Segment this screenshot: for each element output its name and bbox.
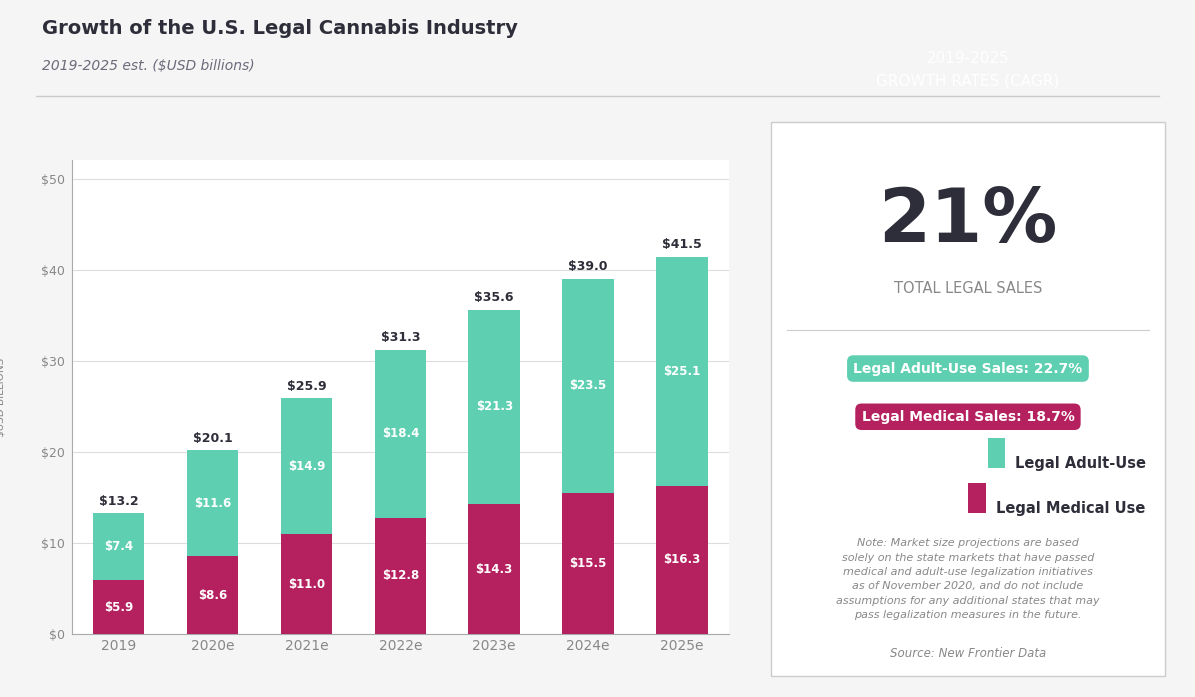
Text: $7.4: $7.4: [104, 540, 133, 553]
Text: $15.5: $15.5: [570, 557, 607, 570]
Text: $11.6: $11.6: [194, 496, 231, 510]
Text: 21%: 21%: [878, 185, 1058, 258]
Text: Legal Medical Use: Legal Medical Use: [995, 500, 1145, 516]
Y-axis label: $USD BILLIONS: $USD BILLIONS: [0, 358, 6, 437]
Bar: [656, 257, 707, 486]
Text: $20.1: $20.1: [192, 431, 232, 445]
Text: $25.9: $25.9: [287, 380, 326, 392]
Text: $41.5: $41.5: [662, 238, 701, 252]
Bar: [186, 450, 238, 556]
Bar: [987, 438, 1005, 468]
Text: $5.9: $5.9: [104, 601, 134, 614]
Bar: [93, 513, 145, 581]
Text: $16.3: $16.3: [663, 553, 700, 567]
Text: $31.3: $31.3: [380, 332, 421, 344]
FancyBboxPatch shape: [771, 122, 1165, 676]
Bar: [186, 556, 238, 634]
Text: 2019-2025
GROWTH RATES (CAGR): 2019-2025 GROWTH RATES (CAGR): [876, 51, 1060, 88]
Bar: [374, 518, 427, 634]
Text: $13.2: $13.2: [99, 495, 139, 507]
Text: $14.9: $14.9: [288, 459, 325, 473]
Text: Legal Medical Sales: 18.7%: Legal Medical Sales: 18.7%: [862, 410, 1074, 424]
Bar: [281, 534, 332, 634]
Text: $8.6: $8.6: [198, 588, 227, 602]
Text: 2019-2025 est. ($USD billions): 2019-2025 est. ($USD billions): [42, 59, 255, 73]
Text: $23.5: $23.5: [570, 379, 607, 392]
Bar: [968, 483, 986, 512]
Text: $25.1: $25.1: [663, 365, 700, 378]
Text: $39.0: $39.0: [569, 261, 608, 273]
Text: $21.3: $21.3: [476, 400, 513, 413]
Text: Legal Adult-Use: Legal Adult-Use: [1016, 457, 1146, 471]
Text: TOTAL LEGAL SALES: TOTAL LEGAL SALES: [894, 281, 1042, 296]
Bar: [656, 486, 707, 634]
Bar: [374, 350, 427, 518]
Text: $12.8: $12.8: [381, 569, 419, 583]
Text: Source: New Frontier Data: Source: New Frontier Data: [890, 648, 1046, 661]
Text: Growth of the U.S. Legal Cannabis Industry: Growth of the U.S. Legal Cannabis Indust…: [42, 20, 517, 38]
Text: $11.0: $11.0: [288, 578, 325, 590]
Text: $35.6: $35.6: [474, 291, 514, 305]
Bar: [93, 581, 145, 634]
Bar: [563, 279, 614, 493]
Text: Note: Market size projections are based
solely on the state markets that have pa: Note: Market size projections are based …: [836, 538, 1099, 620]
Bar: [281, 398, 332, 534]
Bar: [563, 493, 614, 634]
Bar: [468, 504, 520, 634]
Text: Legal Adult-Use Sales: 22.7%: Legal Adult-Use Sales: 22.7%: [853, 362, 1083, 376]
Bar: [468, 309, 520, 504]
Text: $18.4: $18.4: [381, 427, 419, 441]
Text: $14.3: $14.3: [476, 562, 513, 576]
